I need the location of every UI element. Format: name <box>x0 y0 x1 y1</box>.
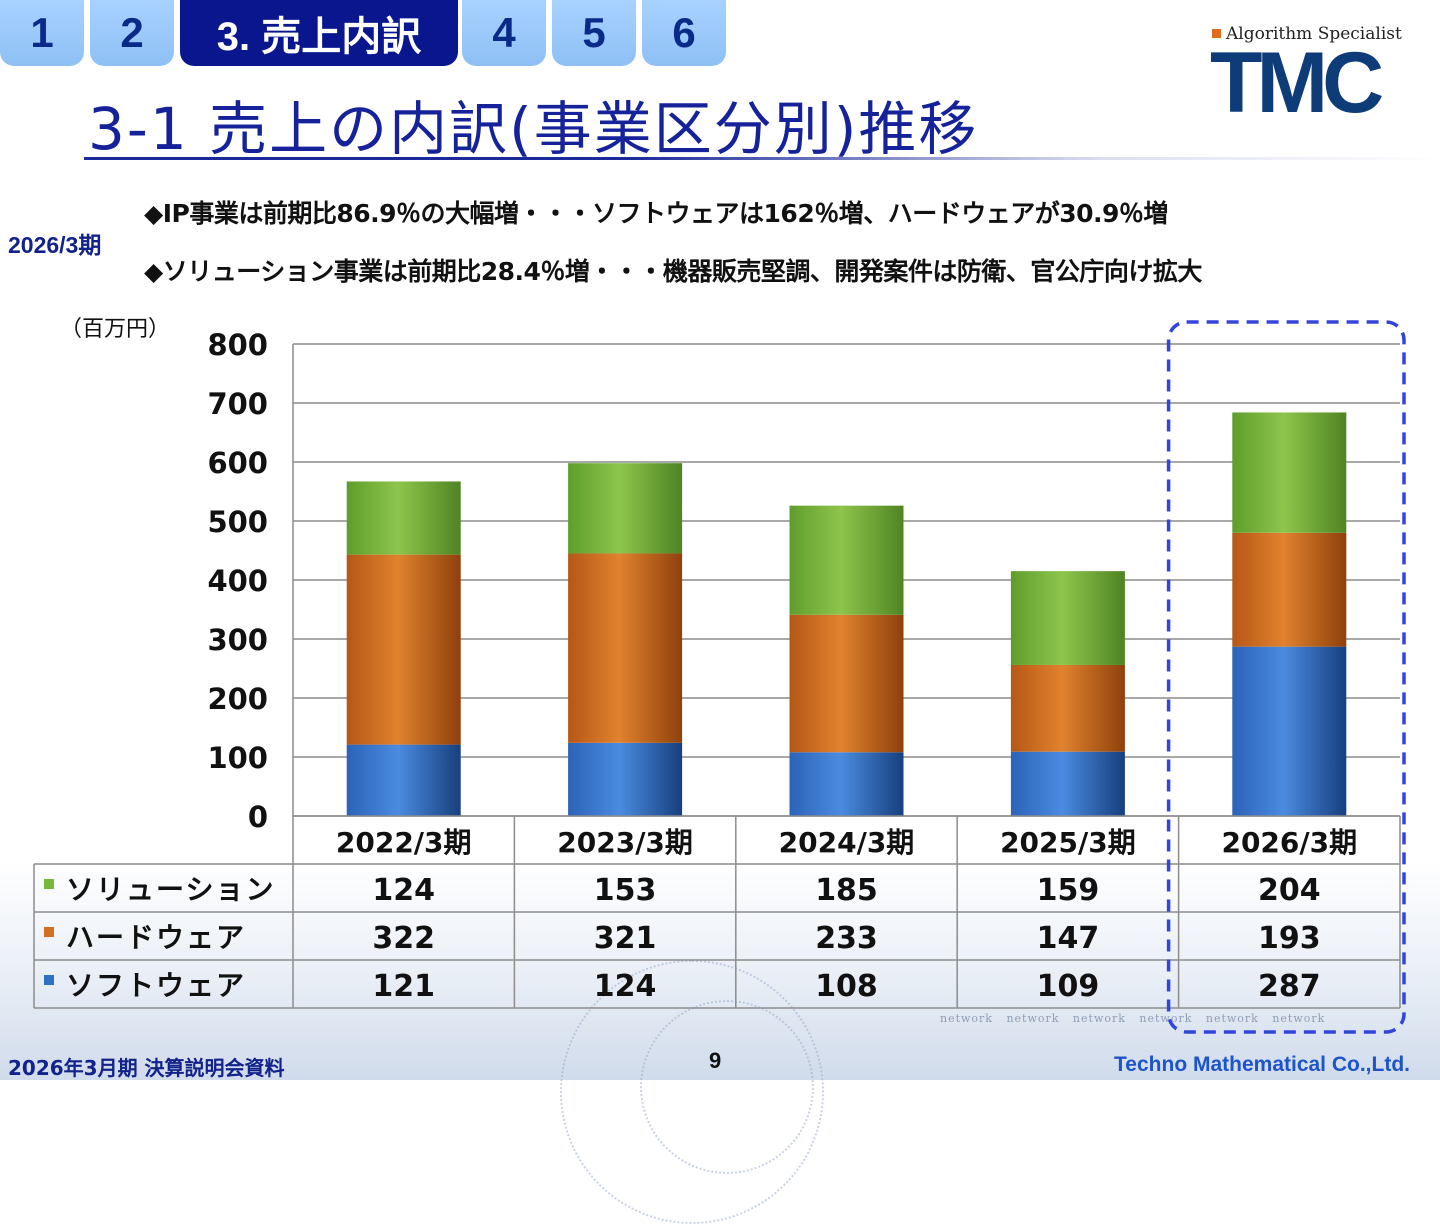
x-category-label: 2025/3期 <box>1000 826 1136 859</box>
bar-segment <box>346 744 461 816</box>
legend-label: ソリューション <box>66 873 275 906</box>
data-value: 108 <box>815 969 878 1004</box>
bar-segment <box>789 505 904 615</box>
x-category-label: 2026/3期 <box>1221 826 1357 859</box>
bar-segment <box>789 614 904 753</box>
bar-segment <box>1232 532 1347 647</box>
bar-segment <box>568 742 683 816</box>
bar-segment <box>1010 571 1125 665</box>
bar-segment <box>789 752 904 816</box>
period-tag: 2026/3期 <box>8 232 102 258</box>
data-value: 287 <box>1258 969 1321 1004</box>
data-value: 109 <box>1037 969 1100 1004</box>
y-tick-label: 600 <box>207 446 268 480</box>
y-tick-label: 400 <box>207 564 268 598</box>
data-value: 124 <box>372 873 435 908</box>
logo-square-icon <box>1212 29 1221 38</box>
bar-segment <box>568 463 683 554</box>
tab-1[interactable]: 1 <box>0 0 84 66</box>
bar-segment <box>1232 412 1347 533</box>
tab-6[interactable]: 6 <box>642 0 726 66</box>
unit-label: （百万円） <box>60 317 171 342</box>
data-value: 233 <box>815 921 878 956</box>
data-value: 124 <box>594 969 657 1004</box>
bar-segment <box>1232 646 1347 816</box>
y-tick-label: 0 <box>248 800 268 834</box>
decorative-watermark: network network network network network … <box>940 1012 1326 1025</box>
data-value: 159 <box>1037 873 1100 908</box>
legend-label: ソフトウェア <box>66 969 246 1002</box>
page-number: 9 <box>709 1048 722 1073</box>
data-value: 321 <box>594 921 657 956</box>
tab-4[interactable]: 4 <box>462 0 546 66</box>
bullet-solution: ◆ソリューション事業は前期比28.4％増・・・機器販売堅調、開発案件は防衛、官公… <box>144 257 1202 286</box>
page-title: 3-1 売上の内訳(事業区分別)推移 <box>88 95 979 163</box>
legend-swatch <box>44 927 54 937</box>
legend-swatch <box>44 879 54 889</box>
x-category-label: 2022/3期 <box>336 826 472 859</box>
data-value: 193 <box>1258 921 1321 956</box>
bar-segment <box>1010 751 1125 816</box>
y-tick-label: 700 <box>207 387 268 421</box>
y-tick-label: 800 <box>207 328 268 362</box>
data-value: 204 <box>1258 873 1321 908</box>
data-value: 322 <box>372 921 435 956</box>
data-value: 153 <box>594 873 657 908</box>
data-value: 121 <box>372 969 435 1004</box>
legend-swatch <box>44 975 54 985</box>
y-tick-label: 500 <box>207 505 268 539</box>
footer-company-name: Techno Mathematical Co.,Ltd. <box>1114 1053 1410 1076</box>
company-logo: TMC <box>1210 35 1384 131</box>
highlight-box <box>1166 320 1406 1034</box>
bullet-ip: ◆IP事業は前期比86.9％の大幅増・・・ソフトウェアは162％増、ハードウェア… <box>144 199 1168 228</box>
y-tick-label: 200 <box>207 682 268 716</box>
x-category-label: 2023/3期 <box>557 826 693 859</box>
legend-label: ハードウェア <box>66 921 246 954</box>
data-value: 147 <box>1037 921 1100 956</box>
title-underline <box>84 157 1440 160</box>
tab-2[interactable]: 2 <box>90 0 174 66</box>
y-tick-label: 300 <box>207 623 268 657</box>
bar-segment <box>568 553 683 743</box>
data-value: 185 <box>815 873 878 908</box>
logo-tagline: Algorithm Specialist <box>1212 24 1402 44</box>
tab-3-sales-breakdown[interactable]: 3. 売上内訳 <box>180 0 458 66</box>
stacked-bar-chart: 0 100 200 300 400 500 600 700 800 2022/3期 2023/3期 2… <box>33 320 1406 1034</box>
bar-segment <box>1010 664 1125 752</box>
tab-5[interactable]: 5 <box>552 0 636 66</box>
footer-document-title: 2026年3月期 決算説明会資料 <box>8 1056 285 1080</box>
bar-segment <box>346 554 461 745</box>
y-tick-label: 100 <box>207 741 268 775</box>
bar-segment <box>346 481 461 555</box>
x-category-label: 2024/3期 <box>779 826 915 859</box>
